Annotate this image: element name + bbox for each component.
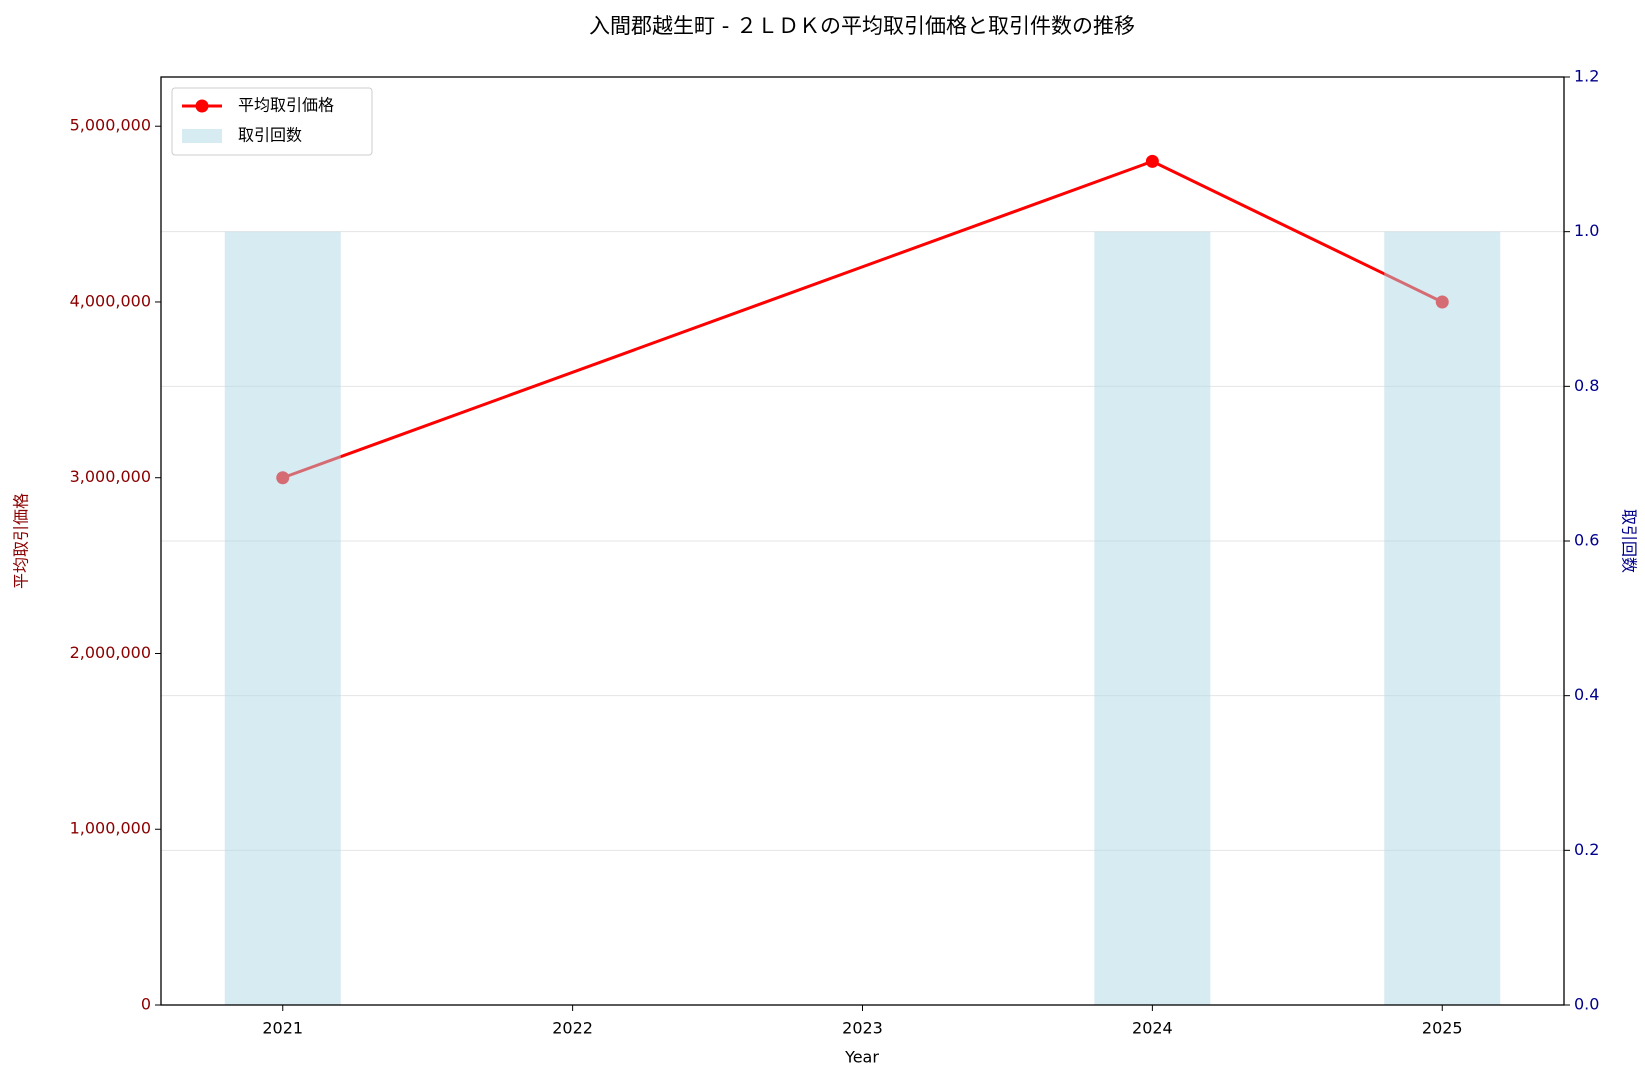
chart-title: 入間郡越生町 - ２ＬＤＫの平均取引価格と取引件数の推移 [589,14,1135,38]
y2-tick-label: 0.8 [1574,376,1599,395]
legend-label: 取引回数 [238,126,302,145]
y-tick-label: 5,000,000 [70,116,151,135]
legend-swatch [182,129,222,143]
y2-tick-label: 0.6 [1574,531,1599,550]
legend-label: 平均取引価格 [238,96,334,115]
line [282,159,1443,480]
y2-tick-label: 0.2 [1574,840,1599,859]
x-tick-label: 2022 [552,1019,593,1038]
y2-tick-label: 1.0 [1574,221,1599,240]
y-tick-label: 0 [141,995,151,1014]
y-tick-label: 4,000,000 [70,291,151,310]
y-axis-label: 平均取引価格 [12,493,31,589]
y-tick-label: 3,000,000 [70,467,151,486]
y2-tick-label: 1.2 [1574,67,1599,86]
y-tick-label: 2,000,000 [70,643,151,662]
y2-tick-label: 0.4 [1574,685,1599,704]
x-tick-label: 2024 [1132,1019,1173,1038]
y2-axis-label: 取引回数 [1620,509,1639,573]
legend-marker [195,99,209,113]
x-tick-label: 2023 [842,1019,883,1038]
x-tick-label: 2025 [1422,1019,1463,1038]
marker [1145,154,1159,168]
x-axis-label: Year [844,1048,879,1067]
y-tick-label: 1,000,000 [70,819,151,838]
bar [1384,231,1501,1005]
y2-tick-label: 0.0 [1574,995,1599,1014]
bar [224,231,341,1005]
x-tick-label: 2021 [262,1019,303,1038]
bar [1094,231,1211,1005]
plot-frame [160,76,1565,1006]
